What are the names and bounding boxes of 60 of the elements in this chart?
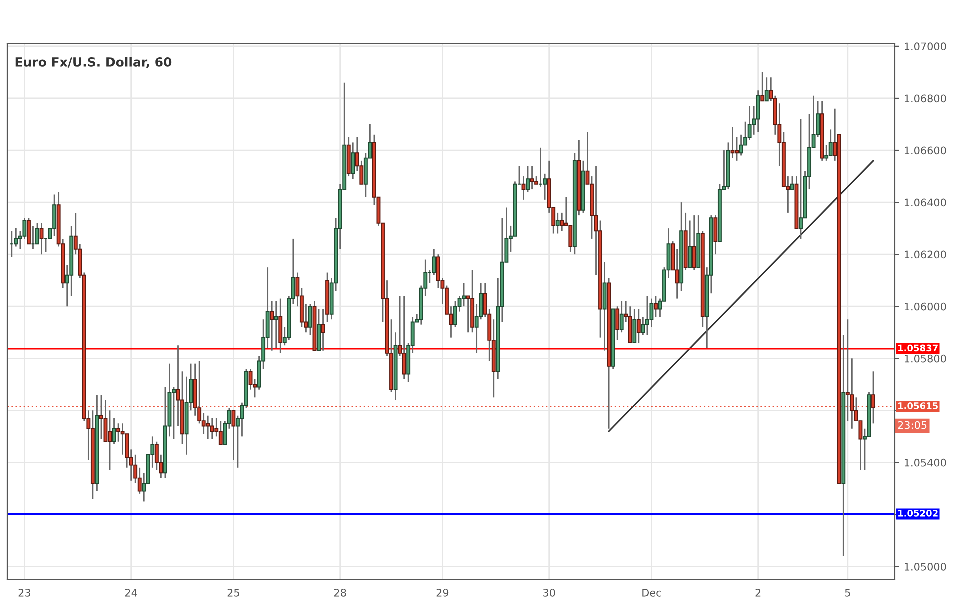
y-tick-label: 1.07000	[905, 42, 946, 51]
candlestick	[739, 134, 744, 156]
y-tick-label: 1.06400	[905, 198, 946, 207]
ref-line-label: 1.05615	[898, 402, 938, 410]
y-tick-label: 1.05000	[905, 562, 946, 571]
x-tick-label: Dec	[642, 589, 662, 597]
candlestick	[688, 220, 692, 268]
candlestick	[100, 394, 104, 440]
x-tick-label: 25	[228, 588, 240, 597]
y-tick-label: 1.06000	[905, 302, 946, 311]
x-tick-label: 23	[18, 588, 30, 597]
candlestick	[620, 300, 624, 334]
candlestick	[824, 144, 829, 162]
candlestick	[556, 212, 560, 234]
candlestick	[104, 400, 108, 443]
candlestick	[654, 296, 658, 318]
candlestick	[692, 214, 696, 271]
x-tick-label: 30	[544, 588, 556, 597]
candlestick	[248, 368, 253, 391]
candlestick	[872, 370, 876, 424]
candlestick	[714, 214, 718, 256]
candlestick	[274, 300, 278, 349]
y-tick-label: 1.05800	[905, 354, 946, 363]
candlestick	[270, 300, 274, 352]
x-tick-label: 24	[125, 588, 138, 597]
y-tick-label: 1.06200	[905, 250, 946, 259]
candlestick	[402, 296, 406, 380]
candlestick	[210, 418, 214, 440]
candlestick	[760, 72, 765, 102]
x-tick-label: 29	[436, 588, 449, 597]
candlestick	[218, 420, 223, 446]
candlestick	[108, 410, 112, 472]
candlestick	[730, 126, 735, 160]
candlestick	[756, 90, 760, 133]
candlestick	[764, 76, 769, 102]
candlestick	[112, 418, 116, 446]
candlestick	[632, 308, 637, 344]
candlestick	[616, 306, 620, 342]
candlestick	[636, 308, 641, 344]
text: Euro Fx/U.S. Dollar, 60	[16, 57, 172, 69]
x-tick-label: 5	[845, 589, 850, 597]
ref-line-label: 1.05837	[898, 344, 938, 352]
candlestick	[568, 225, 573, 253]
text: 23:05	[898, 421, 927, 430]
candlestick	[799, 118, 803, 240]
candlestick	[735, 136, 739, 162]
y-tick-label: 1.05400	[905, 458, 946, 467]
candlestick	[120, 422, 125, 456]
candlestick	[40, 222, 44, 256]
candlestick	[52, 194, 57, 238]
x-tick-label: 2	[756, 588, 761, 597]
candlestick	[232, 410, 236, 461]
candlestick	[530, 165, 534, 190]
y-tick-label: 1.06800	[905, 94, 946, 103]
y-tick-label: 1.06600	[905, 146, 946, 155]
candlestick	[308, 303, 312, 336]
ref-line-label: 1.05202	[898, 510, 938, 517]
x-tick-label: 28	[334, 588, 346, 597]
candlestick	[206, 415, 210, 440]
candlestick	[645, 296, 650, 336]
